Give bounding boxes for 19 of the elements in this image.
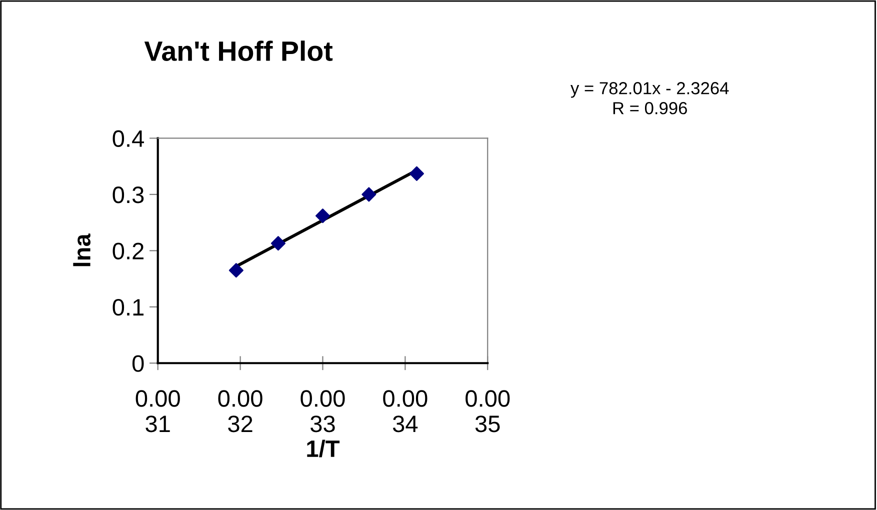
x-tick-label: 0.00 32: [218, 390, 262, 432]
y-tick-label: 0.4: [112, 130, 144, 147]
y-tick-label: 0.1: [112, 298, 144, 316]
x-tick-label: 0.00 33: [300, 390, 345, 432]
point: [409, 166, 424, 181]
x-tick-label: 0.00 31: [136, 390, 180, 432]
point: [228, 263, 244, 278]
point: [315, 208, 330, 224]
y-tick-label: 0.3: [112, 186, 144, 204]
chart-title: Van't Hoff Plot: [144, 40, 333, 62]
x-tick-label: 0.00 34: [383, 390, 428, 432]
x-tick-label: 0.00 35: [466, 390, 510, 432]
text: y = 782.01x - 2.3264 R = 0.996: [570, 82, 729, 114]
y-tick-label: 0: [132, 355, 144, 372]
y-axis-title: lna: [73, 233, 91, 266]
x-axis-title: 1/T: [307, 440, 340, 458]
point: [270, 236, 286, 251]
y-tick-label: 0.2: [112, 242, 144, 260]
point: [362, 187, 376, 202]
